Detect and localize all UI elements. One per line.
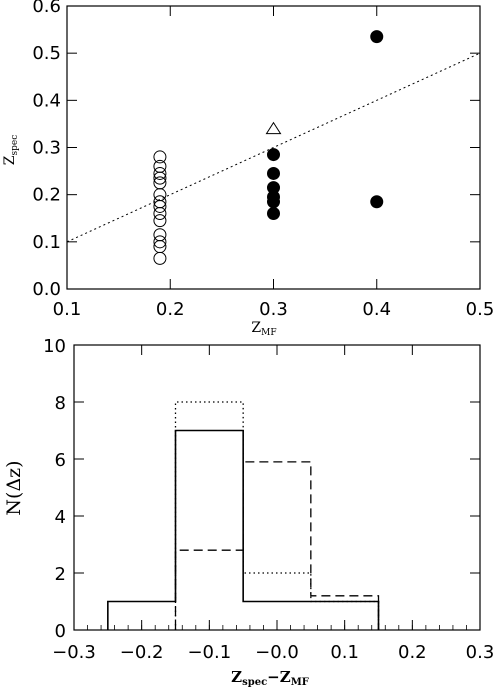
scatter-point-open — [153, 150, 167, 164]
scatter-point-open — [153, 207, 167, 221]
scatter-point-open — [153, 228, 167, 242]
histogram-y-tick-label: 4 — [55, 507, 66, 528]
scatter-y-title: Zspec — [2, 135, 20, 165]
scatter-point-open — [153, 171, 167, 185]
histogram-x-tick-label: 0.2 — [398, 642, 427, 663]
scatter-panel: 0.1 0.2 0.3 0.4 0.50.00.10.20.30.40.50.6 ZMF… — [2, 0, 494, 338]
histogram-y-tick-label: 0 — [55, 621, 66, 642]
reference-line — [66, 52, 481, 243]
histogram-y-tick-label: 8 — [55, 393, 66, 414]
histogram-x-title-mid: −Z — [267, 668, 291, 686]
scatter-x-tick-label: 0.4 — [362, 299, 391, 320]
scatter-y-tick-label: 0.1 — [32, 232, 61, 253]
histogram-y-tick-label: 2 — [55, 564, 66, 585]
scatter-point-triangle — [265, 121, 282, 135]
histogram-x-title-main: Z — [231, 668, 242, 686]
scatter-x-tick-label: 0.1 — [53, 299, 82, 320]
scatter-point-open — [153, 188, 167, 202]
scatter-y-title-sub: spec — [10, 135, 20, 156]
scatter-y-title-main: Z — [2, 155, 18, 165]
histogram-x-tick-label: −0.3 — [52, 642, 96, 663]
histogram-y-title: N(Δz) — [3, 460, 25, 515]
histogram-x-tick-label: −0.1 — [187, 642, 231, 663]
scatter-point-filled — [267, 207, 280, 221]
histogram-x-title: Zspec−ZMF — [231, 668, 309, 688]
scatter-point-open — [153, 214, 167, 228]
histogram-y-tick-label: 10 — [43, 336, 66, 357]
scatter-ticks: 0.1 0.2 0.3 0.4 0.50.00.10.20.30.40.50.6 — [32, 0, 494, 320]
scatter-point-filled — [370, 195, 384, 209]
histogram-x-title-sub1: spec — [242, 677, 267, 688]
histogram-y-tick-label: 6 — [55, 450, 66, 471]
scatter-point-open — [153, 199, 167, 213]
scatter-point-filled — [267, 148, 280, 162]
histogram-series — [107, 401, 380, 630]
histogram-plot-frame — [73, 344, 481, 631]
scatter-point-filled — [267, 195, 280, 209]
reference-line-group — [66, 52, 481, 243]
scatter-y-tick-label: 0.3 — [32, 138, 61, 159]
scatter-y-tick-label: 0.0 — [32, 279, 61, 300]
scatter-y-tick-label: 0.5 — [32, 43, 61, 64]
scatter-points — [153, 30, 384, 265]
histogram-dashed-series — [174, 461, 380, 630]
scatter-point-filled — [370, 30, 384, 44]
scatter-point-open — [153, 235, 167, 249]
scatter-x-tick-label: 0.2 — [156, 299, 185, 320]
histogram-ticks: −0.3 −0.2 −0.1 −0.0 0.1 0.2 0.3 0 2 4 6 8 10 — [43, 336, 494, 663]
scatter-point-open — [153, 251, 167, 265]
histogram-x-tick-label: 0.1 — [330, 642, 359, 663]
histogram-x-tick-label: −0.2 — [120, 642, 164, 663]
scatter-point-open — [153, 159, 167, 173]
scatter-x-title-main: Z — [251, 320, 261, 336]
histogram-x-title-sub2: MF — [291, 677, 309, 688]
histogram-panel: −0.3 −0.2 −0.1 −0.0 0.1 0.2 0.3 0 2 4 6 8 10 Zspec−Z… — [3, 336, 494, 688]
scatter-y-tick-label: 0.2 — [32, 185, 61, 206]
scatter-x-tick-label: 0.3 — [259, 299, 288, 320]
scatter-y-tick-label: 0.6 — [32, 0, 61, 17]
scatter-y-tick-label: 0.4 — [32, 90, 61, 111]
histogram-x-tick-label: −0.0 — [255, 642, 299, 663]
scatter-x-title-sub: MF — [261, 328, 276, 338]
scatter-point-filled — [267, 166, 280, 180]
histogram-dotted-series — [174, 401, 380, 630]
scatter-point-open — [153, 166, 167, 180]
scatter-x-tick-label: 0.5 — [466, 299, 495, 320]
scatter-plot-frame — [66, 5, 481, 290]
histogram-x-tick-label: 0.3 — [466, 642, 495, 663]
scatter-x-title: ZMF — [251, 320, 276, 338]
